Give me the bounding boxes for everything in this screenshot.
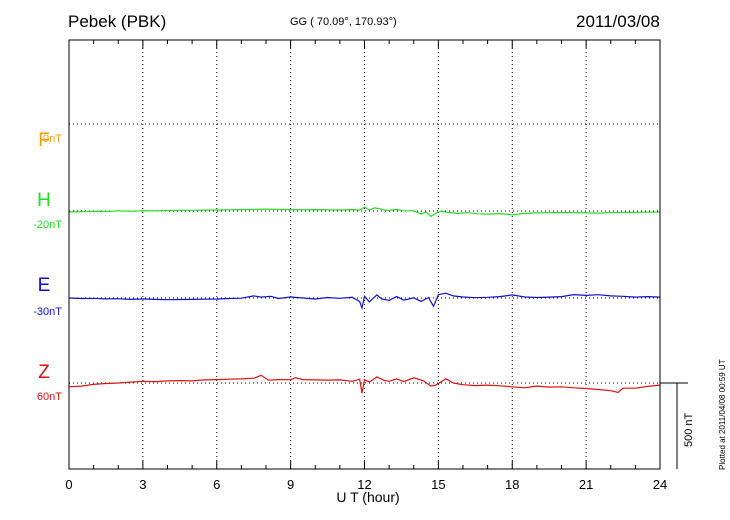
x-tick-label-15: 15 [431, 477, 445, 492]
x-tick-label-6: 6 [213, 477, 220, 492]
plot-date: 2011/03/08 [576, 12, 660, 31]
series-lines [68, 206, 661, 394]
series-label-E: E [38, 275, 51, 296]
series-offset-F: 0nT [43, 133, 62, 145]
scale-bar-label: 500 nT [683, 412, 695, 447]
baselines [69, 123, 660, 384]
x-tick-label-3: 3 [139, 477, 146, 492]
station-title: Pebek (PBK) [68, 12, 167, 31]
x-tick-label-24: 24 [653, 477, 667, 492]
x-axis-label: U T (hour) [336, 489, 399, 505]
series-label-F: F [38, 130, 50, 151]
series-offset-Z: 60nT [37, 391, 62, 403]
series-label-H: H [37, 190, 51, 211]
x-tick-label-18: 18 [505, 477, 519, 492]
x-tick-label-21: 21 [579, 477, 593, 492]
x-tick-label-9: 9 [287, 477, 294, 492]
x-ticks: 0 3 6 9 12 15 18 21 24 [65, 40, 667, 492]
geographic-coords: GG ( 70.09°, 170.93°) [290, 16, 397, 28]
grid-lines [142, 40, 587, 469]
series-label-Z: Z [38, 362, 50, 383]
scale-bar: 500 nT [660, 382, 695, 469]
series-offset-H: -20nT [33, 219, 62, 231]
x-tick-label-12: 12 [357, 477, 371, 492]
x-tick-label-0: 0 [65, 477, 72, 492]
plotted-timestamp: Plotted at 2011/04/08 00:59 UT [718, 359, 727, 470]
series-line-Z [68, 374, 661, 394]
series-line-E [68, 292, 661, 311]
series-line-H [68, 206, 661, 218]
series-offset-E: -30nT [33, 306, 62, 318]
